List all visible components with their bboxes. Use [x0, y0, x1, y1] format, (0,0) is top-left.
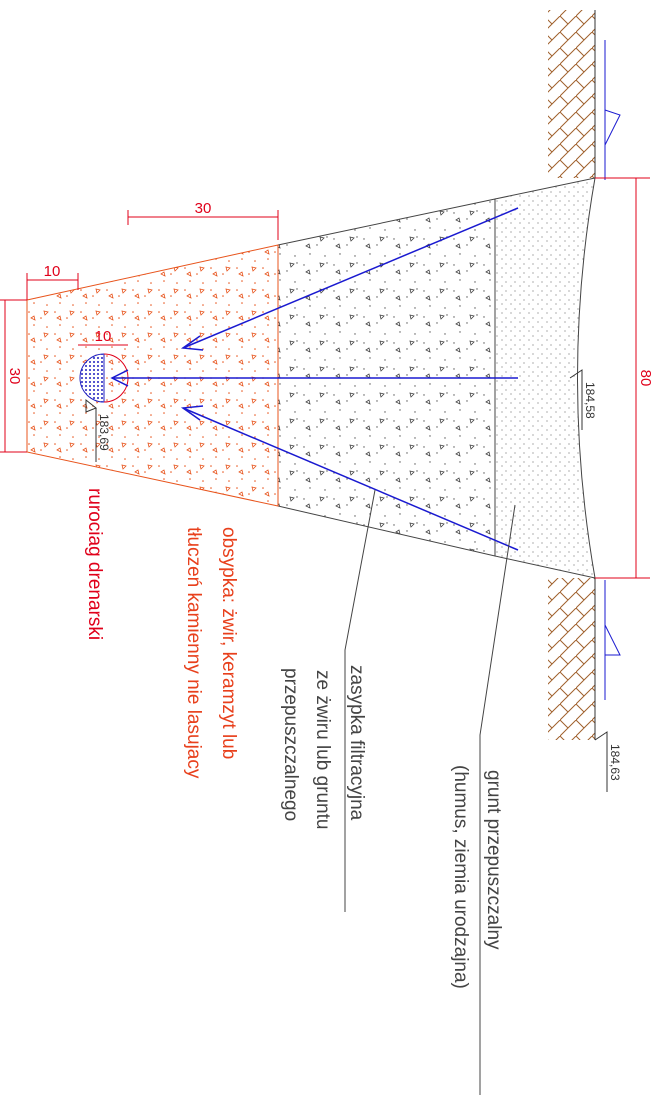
soil-hatch [548, 578, 595, 740]
dimension: 30 [195, 200, 212, 217]
water-level [604, 40, 621, 700]
dimension: 80 [637, 370, 654, 387]
bedding-zone [26, 244, 279, 507]
backfill-label: zasypka filtracyjna [346, 665, 367, 821]
elevation: 183,69 [97, 414, 111, 451]
dimension: 10 [95, 328, 112, 345]
elevation-marks [85, 369, 608, 792]
flow-arrows [110, 207, 519, 551]
bedding-label: tłuczeń kamienny nie lasujacy [183, 527, 204, 779]
backfill-label: przepuszczalnego [280, 668, 301, 821]
topsoil-label: grunt przepuszczalny [483, 770, 504, 950]
pipe-label: rurociag drenarski [84, 488, 105, 640]
elevation: 184,63 [608, 744, 622, 781]
topsoil-zone [494, 177, 596, 579]
bedding-label: obsypka: żwir, keramzyt lub [218, 527, 239, 759]
pipe [79, 353, 105, 403]
soil-hatch [548, 10, 595, 178]
dimension: 30 [6, 368, 23, 385]
dimension-lines [0, 177, 650, 579]
topsoil-label: (humus, ziemia urodzajna) [450, 765, 471, 989]
leader-lines [344, 489, 516, 1095]
dimension: 10 [44, 263, 61, 280]
backfill-label: ze żwiru lub gruntu [312, 670, 333, 829]
elevation: 184,58 [583, 382, 597, 419]
